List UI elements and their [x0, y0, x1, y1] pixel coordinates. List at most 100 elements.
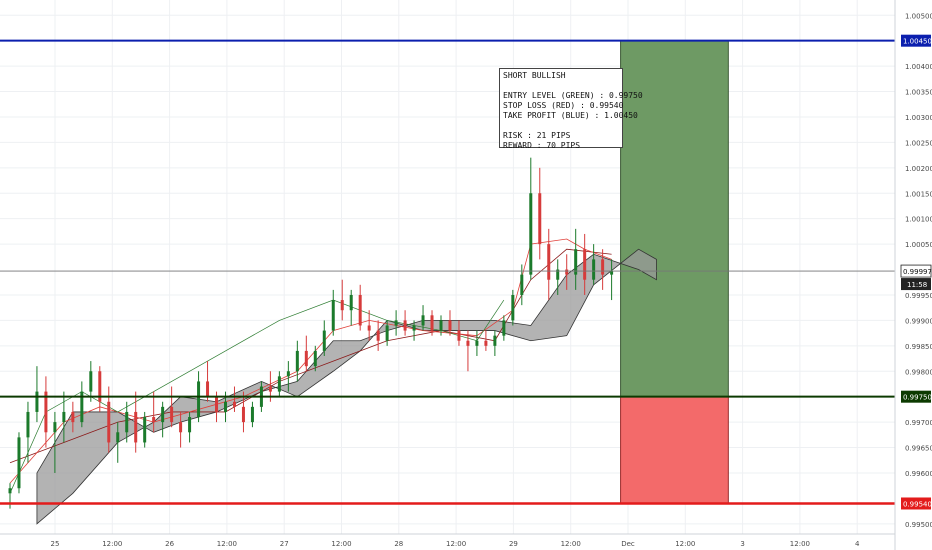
price-tick-label: 0.99950: [905, 292, 932, 300]
price-tick-label: 0.99900: [905, 317, 932, 325]
candle-body: [134, 411, 138, 443]
current-price-label: 0.99997: [903, 268, 932, 276]
candle-body: [161, 406, 165, 423]
candle-body: [475, 340, 479, 346]
candle-body: [44, 391, 48, 433]
candle-body: [556, 269, 560, 280]
trade-note-box[interactable]: SHORT BULLISH ENTRY LEVEL (GREEN) : 0.99…: [499, 68, 643, 150]
price-tick-label: 1.00150: [905, 190, 932, 198]
candle-body: [502, 320, 506, 336]
candle-body: [412, 325, 416, 331]
chikou-line: [9, 299, 505, 494]
candle-body: [215, 396, 219, 412]
candle-body: [304, 350, 308, 367]
price-tick-label: 0.99600: [905, 470, 932, 478]
candle-body: [583, 249, 587, 280]
candle-body: [349, 294, 353, 311]
entry-badge-label: 0.99750: [903, 394, 932, 402]
candle-body: [170, 406, 174, 423]
price-tick-label: 0.99650: [905, 445, 932, 453]
candle-body: [98, 371, 102, 402]
time-tick-label: 26: [165, 540, 174, 548]
candle-body: [484, 340, 488, 346]
candle-body: [197, 381, 201, 418]
time-tick-label: 12:00: [102, 540, 122, 548]
time-tick-label: 12:00: [675, 540, 695, 548]
candle-body: [439, 320, 443, 331]
note-line-stop: STOP LOSS (RED) : 0.99540: [503, 101, 624, 110]
time-tick-label: 27: [280, 540, 289, 548]
candle-body: [26, 411, 30, 438]
note-line-reward: REWARD : 70 PIPS: [503, 141, 581, 150]
candle-body: [367, 325, 371, 331]
time-tick-label: 12:00: [331, 540, 351, 548]
time-tick-label: 12:00: [561, 540, 581, 548]
time-tick-label: 28: [394, 540, 403, 548]
candle-body: [125, 411, 129, 433]
candle-body: [250, 406, 254, 423]
note-line-entry: ENTRY LEVEL (GREEN) : 0.99750: [503, 91, 643, 100]
candle-body: [188, 417, 192, 433]
time-tick-label: Dec: [621, 540, 635, 548]
candle-body: [358, 294, 362, 326]
candle-body: [179, 422, 183, 433]
candle-body: [493, 335, 497, 346]
candle-body: [457, 330, 461, 341]
countdown-label: 11:58: [907, 281, 927, 289]
candle-body: [538, 193, 542, 245]
entry-badge: [901, 390, 931, 403]
candle-body: [71, 411, 75, 423]
candle-body: [295, 350, 299, 372]
time-tick-label: 25: [51, 540, 60, 548]
candle-body: [224, 401, 227, 412]
price-tick-label: 1.00250: [905, 139, 932, 147]
candle-body: [89, 371, 93, 392]
candle-body: [610, 271, 614, 275]
candle-body: [268, 386, 272, 392]
candle-body: [394, 320, 398, 326]
loss-zone: [620, 396, 729, 504]
stop-loss-badge-label: 0.99540: [903, 500, 932, 508]
candle-body: [80, 391, 84, 423]
candle-body: [143, 417, 147, 443]
candle-body: [430, 315, 434, 331]
price-tick-label: 0.99500: [905, 521, 932, 529]
price-tick-label: 0.99700: [905, 419, 932, 427]
candle-body: [466, 340, 470, 346]
profit-zone: [620, 40, 729, 398]
candle-body: [8, 488, 12, 494]
grid-group: [0, 0, 895, 534]
note-line-blank-2: [503, 121, 619, 131]
time-tick-label: 4: [855, 540, 860, 548]
candle-body: [511, 294, 515, 321]
candle-body: [286, 371, 290, 377]
candle-body: [520, 274, 524, 295]
candle-body: [421, 315, 425, 326]
candle-body: [448, 320, 452, 331]
candle-body: [206, 381, 210, 397]
price-tick-label: 0.99850: [905, 343, 932, 351]
candle-body: [241, 406, 245, 423]
note-line-risk: RISK : 21 PIPS: [503, 131, 571, 140]
candle-body: [53, 422, 57, 433]
current-price-badge: [900, 264, 932, 278]
candle-body: [601, 259, 605, 275]
countdown-badge: [901, 278, 931, 291]
candle-body: [17, 437, 21, 489]
candle-body: [116, 432, 120, 443]
candle-body: [592, 259, 596, 280]
take-profit-badge: [901, 34, 931, 47]
candle-body: [340, 300, 344, 311]
price-tick-label: 1.00300: [905, 114, 932, 122]
candle-body: [574, 249, 578, 275]
candle-body: [403, 320, 407, 331]
price-tick-label: 1.00200: [905, 165, 932, 173]
candle-body: [331, 300, 335, 331]
candle-body: [62, 411, 66, 423]
candle-body: [322, 330, 326, 351]
candle-body: [152, 417, 156, 423]
note-line-target: TAKE PROFIT (BLUE) : 1.00450: [503, 111, 638, 120]
candle-body: [529, 193, 533, 275]
